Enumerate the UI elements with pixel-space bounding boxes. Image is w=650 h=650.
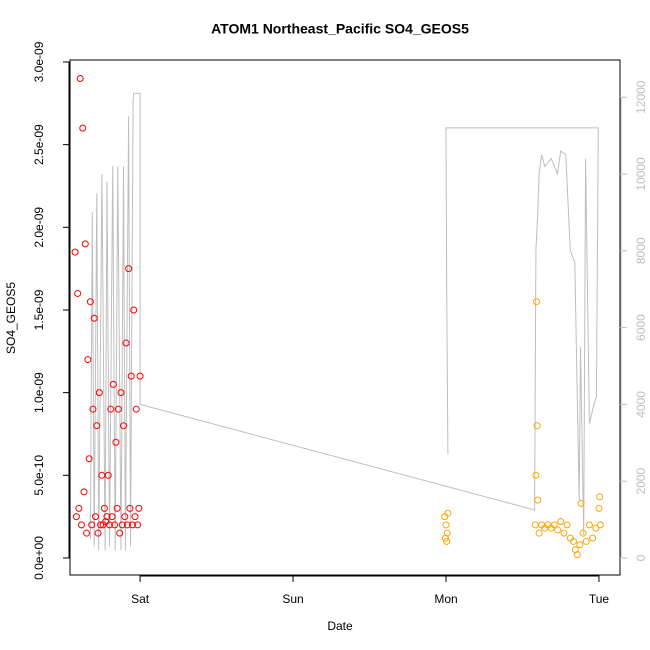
point	[77, 521, 85, 529]
point	[79, 124, 87, 132]
point	[577, 499, 585, 507]
line	[89, 92, 599, 551]
point	[80, 488, 88, 496]
point	[117, 389, 125, 397]
point	[576, 541, 584, 549]
y2-tick-label: 10000	[634, 157, 648, 191]
y-tick-label: 3.0e-09	[32, 41, 46, 82]
point	[103, 513, 111, 521]
y2-tick-label: 8000	[634, 237, 648, 264]
y2-tick-label: 0	[634, 554, 648, 561]
point	[108, 513, 116, 521]
point	[560, 529, 568, 537]
point	[116, 529, 124, 537]
point	[550, 521, 558, 529]
point	[595, 504, 603, 512]
chart-title: ATOM1 Northeast_Pacific SO4_GEOS5	[211, 21, 469, 37]
point	[100, 504, 108, 512]
point	[444, 509, 452, 517]
point	[114, 405, 122, 413]
point	[128, 521, 136, 529]
point	[443, 537, 451, 545]
y-tick-label: 2.5e-09	[32, 124, 46, 165]
y2-tick-label: 4000	[634, 391, 648, 418]
point	[109, 380, 117, 388]
point	[573, 551, 581, 559]
point	[569, 537, 577, 545]
point	[123, 521, 131, 529]
point	[72, 513, 80, 521]
x-tick-label: Sat	[131, 592, 150, 606]
point	[90, 314, 98, 322]
y-tick-label: 1.5e-09	[32, 289, 46, 330]
y-tick-label: 5.0e-10	[32, 455, 46, 496]
point	[94, 529, 102, 537]
point	[85, 455, 93, 463]
point	[585, 521, 593, 529]
point	[134, 521, 142, 529]
point	[107, 405, 115, 413]
x-axis-title: Date	[327, 619, 353, 633]
point	[125, 265, 133, 273]
point	[88, 521, 96, 529]
point	[111, 521, 119, 529]
point	[106, 521, 114, 529]
point	[592, 524, 600, 532]
point	[557, 518, 565, 526]
point	[535, 529, 543, 537]
point	[93, 422, 101, 430]
point	[579, 529, 587, 537]
point	[127, 372, 135, 380]
y2-tick-label: 2000	[634, 468, 648, 495]
point	[533, 422, 541, 430]
point	[596, 493, 604, 501]
y-axis-title: SO4_GEOS5	[4, 282, 18, 354]
point	[135, 504, 143, 512]
point	[83, 529, 91, 537]
y2-tick-label: 6000	[634, 314, 648, 341]
y-tick-label: 2.0e-09	[32, 207, 46, 248]
point	[118, 521, 126, 529]
plot-frame	[69, 59, 621, 576]
point	[71, 248, 79, 256]
point	[589, 534, 597, 542]
point	[533, 298, 541, 306]
point	[86, 298, 94, 306]
point	[532, 471, 540, 479]
point	[112, 438, 120, 446]
point	[74, 289, 82, 297]
point	[84, 356, 92, 364]
point	[120, 422, 128, 430]
point	[75, 504, 83, 512]
point	[136, 372, 144, 380]
point	[95, 389, 103, 397]
point	[76, 75, 84, 83]
point	[97, 521, 105, 529]
point	[122, 339, 130, 347]
x-tick-label: Mon	[434, 592, 457, 606]
point	[113, 504, 121, 512]
point	[81, 240, 89, 248]
point	[130, 306, 138, 314]
x-tick-label: Tue	[589, 592, 610, 606]
point	[554, 526, 562, 534]
point	[442, 521, 450, 529]
point	[89, 405, 97, 413]
point	[126, 504, 134, 512]
y-tick-label: 1.0e-09	[32, 372, 46, 413]
point	[596, 521, 604, 529]
x-tick-label: Sun	[282, 592, 303, 606]
point	[91, 513, 99, 521]
point	[132, 405, 140, 413]
point	[563, 521, 571, 529]
y2-tick-label: 12000	[634, 80, 648, 114]
point	[131, 513, 139, 521]
point	[582, 537, 590, 545]
point	[534, 496, 542, 504]
y-tick-label: 0.0e+00	[32, 536, 46, 580]
point	[443, 529, 451, 537]
point	[121, 513, 129, 521]
point	[104, 471, 112, 479]
